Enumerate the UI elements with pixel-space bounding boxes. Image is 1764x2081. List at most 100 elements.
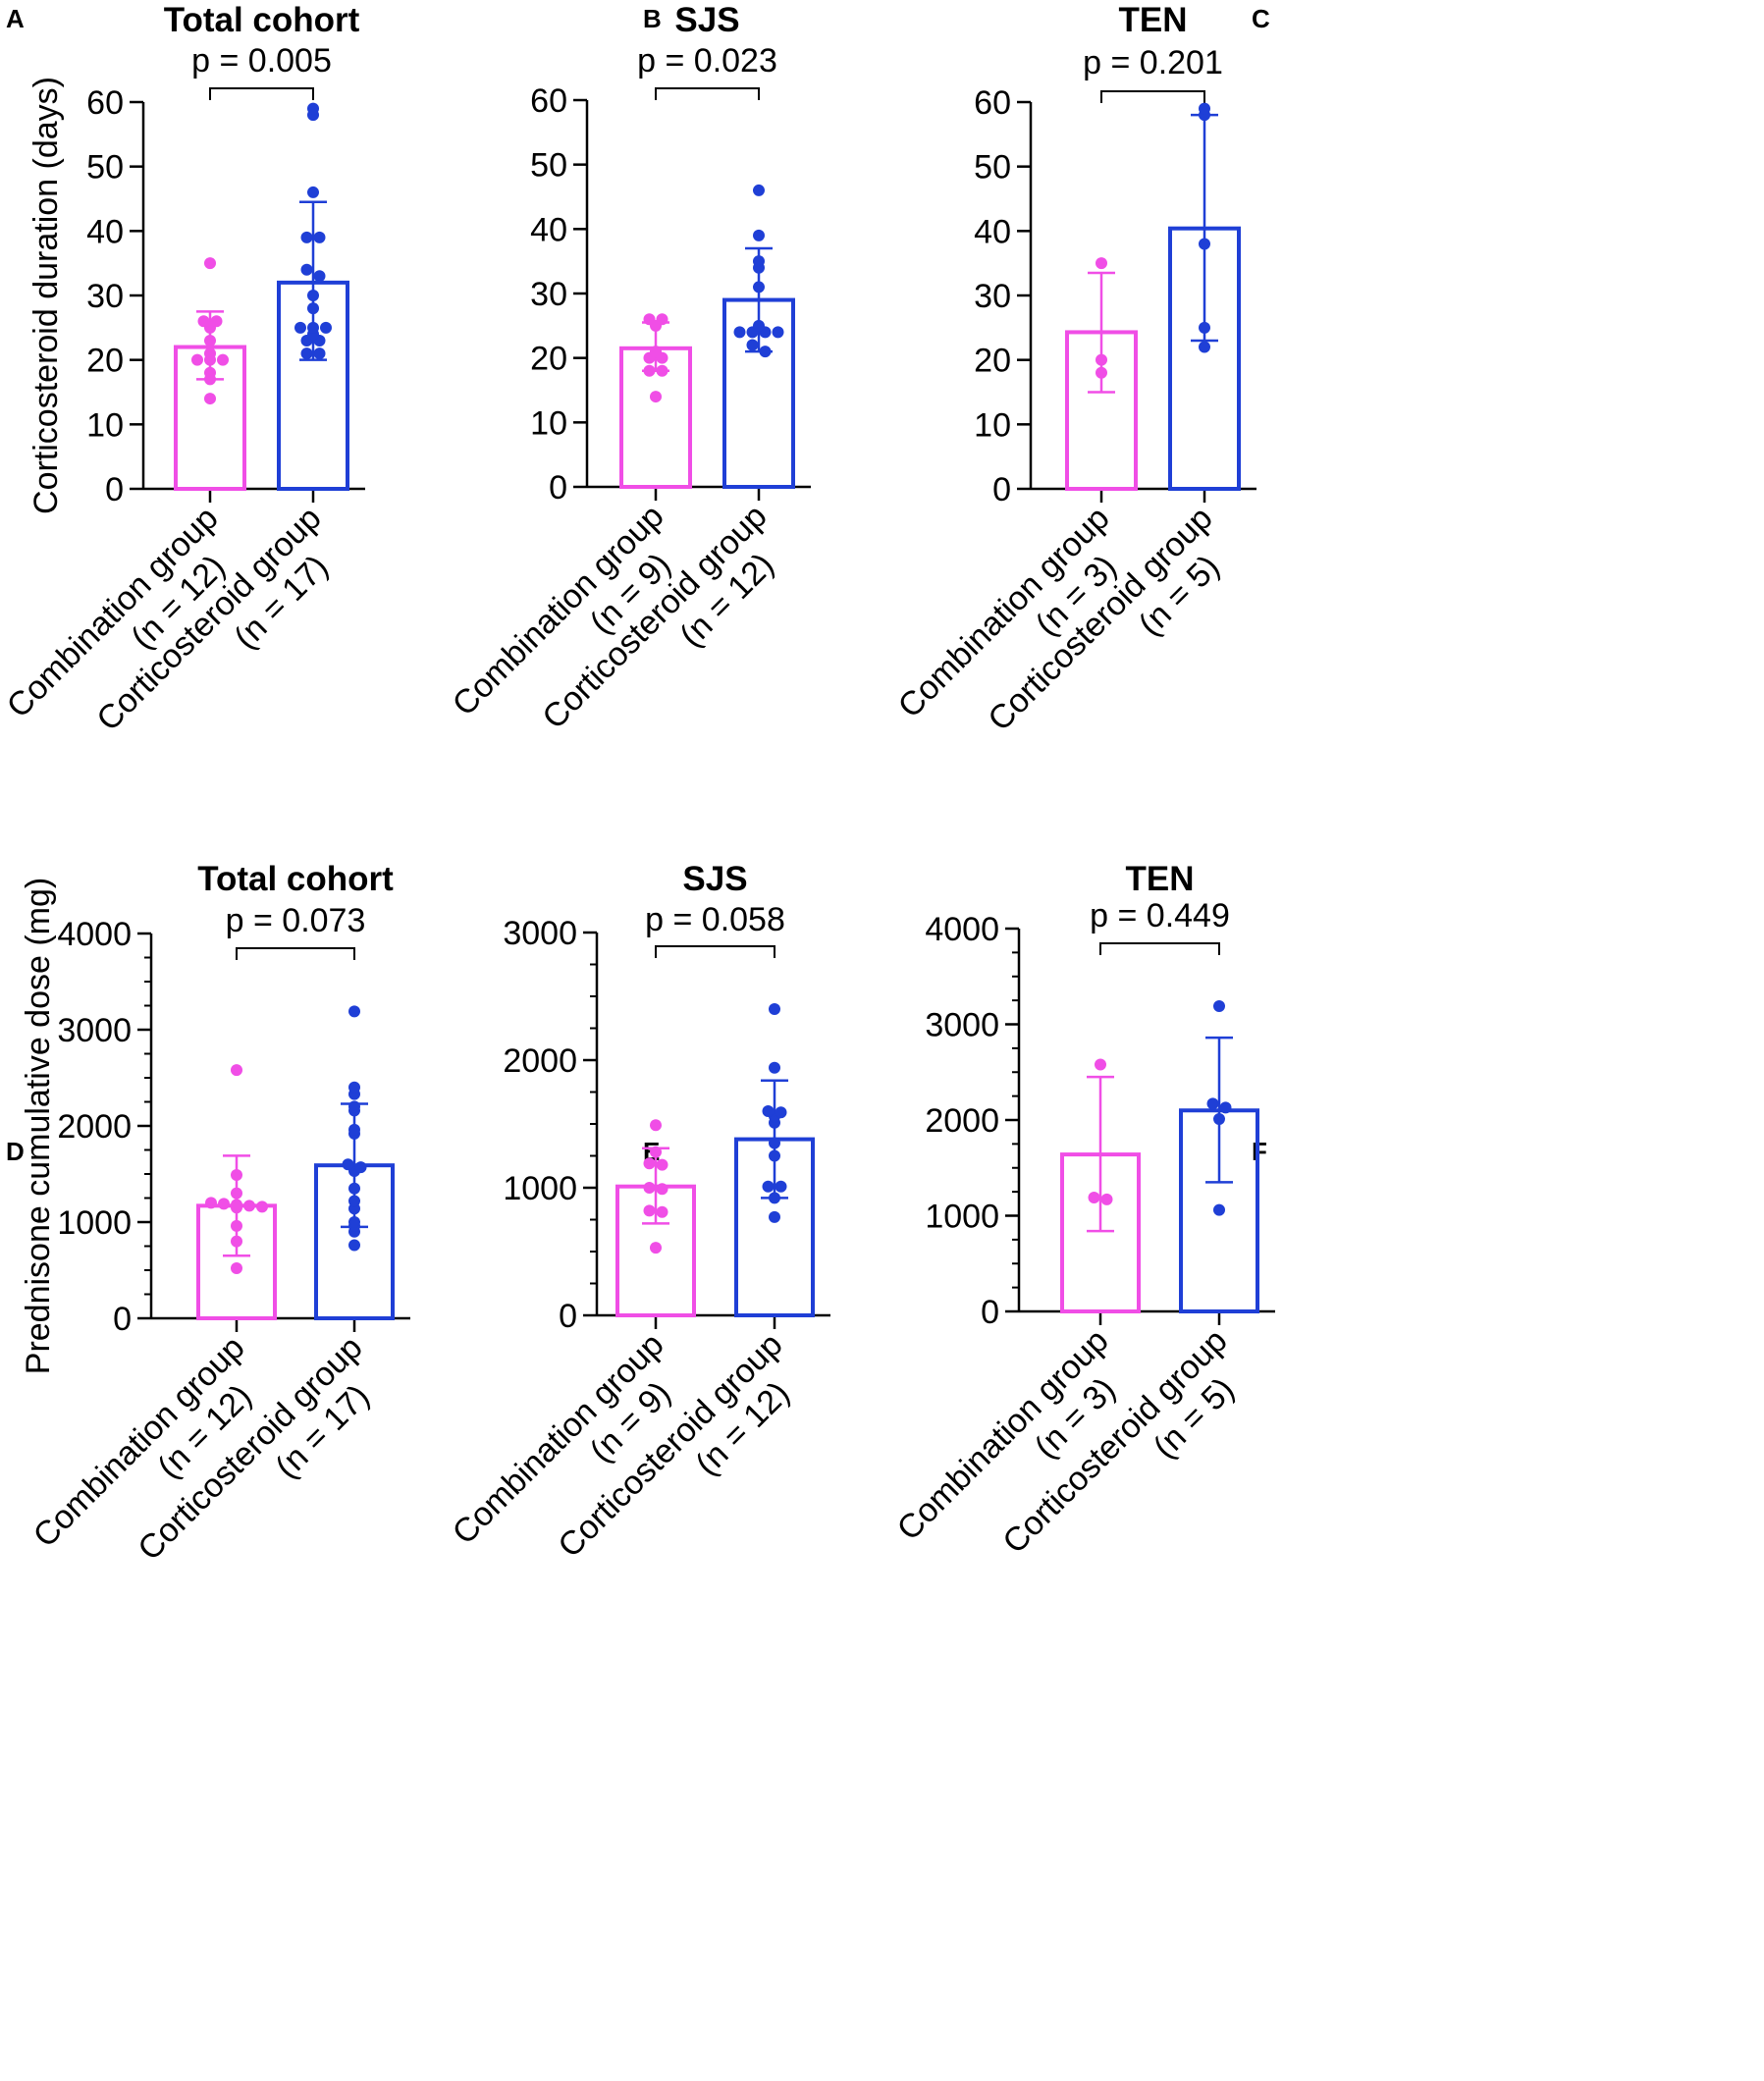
- corticosteroid-data-point: [1199, 341, 1210, 353]
- p-value-label: p = 0.449: [1090, 897, 1230, 934]
- y-tick-label: 20: [974, 343, 1011, 380]
- corticosteroid-data-point: [1199, 102, 1210, 115]
- corticosteroid-data-point: [733, 326, 746, 339]
- y-tick-label: 3000: [503, 915, 577, 952]
- corticosteroid-data-point: [1199, 321, 1210, 334]
- corticosteroid-data-point: [348, 1239, 360, 1252]
- y-tick-label: 1000: [925, 1199, 999, 1236]
- significance-bracket: [655, 945, 775, 958]
- combination-data-point: [643, 1157, 656, 1170]
- y-tick-label: 4000: [925, 911, 999, 948]
- y-tick-label: 1000: [503, 1170, 577, 1207]
- corticosteroid-data-point: [769, 1210, 780, 1223]
- combination-data-point: [231, 1199, 242, 1211]
- combination-data-point: [656, 1158, 668, 1171]
- combination-data-point: [217, 353, 229, 366]
- combination-data-point: [656, 1183, 668, 1196]
- combination-data-point: [231, 1235, 242, 1248]
- corticosteroid-data-point: [348, 1216, 360, 1228]
- corticosteroid-data-point: [300, 263, 313, 276]
- panel-letter: C: [1252, 4, 1270, 33]
- corticosteroid-data-point: [769, 1137, 780, 1149]
- y-tick-label: 20: [86, 343, 124, 380]
- y-tick-label: 3000: [925, 1007, 999, 1044]
- category-label-corticosteroid: Corticosteroid group(n = 5): [995, 1322, 1241, 1561]
- combination-data-point: [205, 1197, 217, 1209]
- combination-data-point: [243, 1200, 255, 1212]
- panel-letter: A: [6, 4, 25, 33]
- corticosteroid-data-point: [753, 184, 765, 196]
- p-value-label: p = 0.073: [226, 902, 366, 939]
- p-value-label: p = 0.005: [191, 42, 332, 80]
- corticosteroid-data-point: [348, 1195, 360, 1207]
- chart-title: Total cohort: [164, 1, 360, 39]
- y-tick-label: 10: [530, 404, 567, 442]
- panel-letter: B: [643, 4, 662, 33]
- combination-data-point: [656, 313, 668, 326]
- corticosteroid-data-point: [313, 347, 326, 360]
- y-axis-label: Prednisone cumulative dose (mg): [20, 878, 57, 1374]
- y-tick-label: 0: [559, 1298, 577, 1335]
- corticosteroid-data-point: [1213, 1113, 1225, 1126]
- y-tick-label: 30: [530, 276, 567, 313]
- corticosteroid-data-point: [1199, 238, 1210, 250]
- corticosteroid-data-point: [769, 1003, 780, 1015]
- y-tick-label: 50: [530, 147, 567, 185]
- y-tick-label: 50: [974, 149, 1011, 187]
- combination-data-point: [643, 313, 656, 326]
- corticosteroid-data-point: [1213, 999, 1225, 1012]
- y-tick-label: 10: [974, 406, 1011, 444]
- combination-data-point: [643, 1204, 656, 1217]
- panel-d: D Total cohort p = 0.073 0 1000 2000 3000 4000P…: [6, 860, 410, 1568]
- corticosteroid-data-point: [307, 302, 319, 315]
- combination-data-point: [204, 347, 216, 360]
- corticosteroid-data-point: [746, 339, 759, 351]
- chart-title: SJS: [674, 1, 739, 39]
- corticosteroid-data-point: [1213, 1203, 1225, 1216]
- significance-bracket: [655, 87, 760, 100]
- corticosteroid-data-point: [348, 1182, 360, 1195]
- corticosteroid-data-point: [348, 1123, 360, 1136]
- corticosteroid-data-point: [354, 1161, 367, 1174]
- combination-data-point: [204, 366, 216, 379]
- category-label-corticosteroid: Corticosteroid group(n = 12): [535, 498, 780, 736]
- combination-data-point: [643, 1182, 656, 1194]
- corticosteroid-data-point: [762, 1105, 775, 1117]
- corticosteroid-data-point: [300, 231, 313, 243]
- combination-data-point: [1096, 353, 1107, 366]
- y-tick-label: 20: [530, 341, 567, 378]
- corticosteroid-data-point: [772, 326, 784, 339]
- p-value-label: p = 0.023: [637, 42, 777, 80]
- corticosteroid-data-point: [348, 1081, 360, 1094]
- combination-data-point: [197, 315, 210, 328]
- significance-bracket: [236, 947, 355, 960]
- corticosteroid-data-point: [348, 1100, 360, 1113]
- combination-data-point: [643, 364, 656, 377]
- combination-data-point: [231, 1262, 242, 1275]
- chart-title: TEN: [1119, 1, 1188, 39]
- y-tick-label: 30: [86, 278, 124, 315]
- combination-data-point: [650, 1119, 662, 1132]
- chart-title: TEN: [1126, 860, 1195, 898]
- significance-bracket: [1100, 90, 1205, 103]
- corticosteroid-data-point: [300, 347, 313, 360]
- y-tick-label: 60: [530, 82, 567, 120]
- corticosteroid-data-point: [307, 290, 319, 301]
- corticosteroid-data-point: [769, 1061, 780, 1074]
- p-value-label: p = 0.058: [645, 901, 785, 938]
- corticosteroid-data-point: [307, 321, 319, 334]
- corticosteroid-data-point: [294, 321, 306, 334]
- corticosteroid-data-point: [775, 1106, 787, 1119]
- y-tick-label: 0: [113, 1301, 132, 1338]
- y-tick-label: 0: [992, 471, 1011, 508]
- corticosteroid-data-point: [1206, 1097, 1219, 1110]
- combination-data-point: [191, 353, 203, 366]
- combination-data-point: [1088, 1191, 1100, 1203]
- y-axis-label: Corticosteroid duration (days): [27, 77, 65, 514]
- combination-data-point: [1095, 1058, 1106, 1071]
- y-tick-label: 3000: [57, 1012, 132, 1049]
- combination-data-point: [650, 346, 662, 358]
- y-tick-label: 30: [974, 278, 1011, 315]
